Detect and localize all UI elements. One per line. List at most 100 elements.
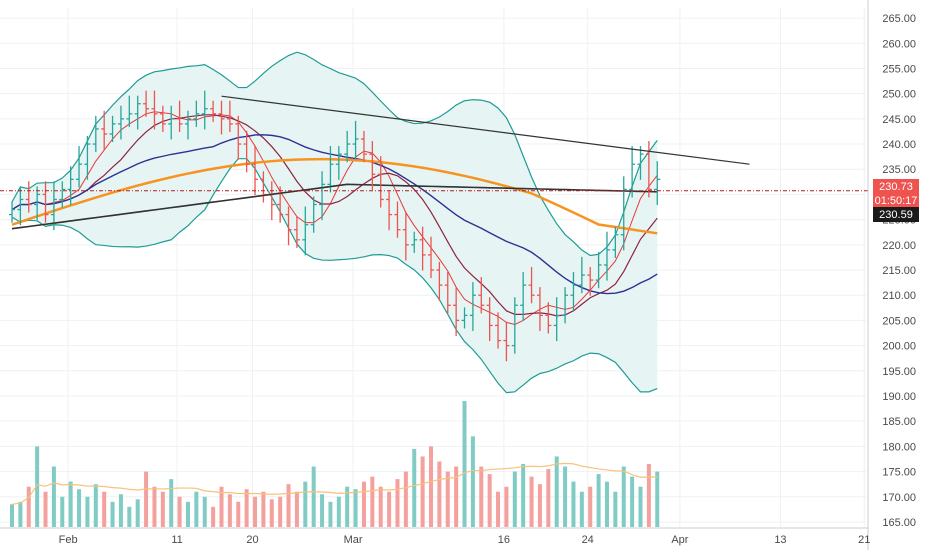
volume-bar <box>35 446 40 527</box>
bollinger-lower <box>11 158 658 394</box>
volume-bar <box>253 496 258 527</box>
volume-bar <box>470 436 475 527</box>
countdown-label: 01:50:17 <box>875 195 918 207</box>
volume-bar <box>479 466 484 527</box>
y-tick-label: 185.00 <box>882 416 916 428</box>
volume-bar <box>135 499 140 527</box>
volume-bar <box>219 486 224 527</box>
x-tick-label: 13 <box>774 534 786 546</box>
volume-bar <box>294 491 299 527</box>
volume-bar <box>487 474 492 527</box>
volume-bar <box>529 476 534 527</box>
y-tick-label: 200.00 <box>882 341 916 353</box>
ma-price-label-bg <box>873 207 919 222</box>
y-tick-label: 260.00 <box>882 38 916 50</box>
last-price-label: 230.73 <box>879 181 913 193</box>
volume-bar <box>261 491 266 527</box>
volume-bar <box>202 496 207 527</box>
volume-bar <box>646 464 651 527</box>
volume-bar <box>93 484 98 527</box>
drawings <box>0 95 868 230</box>
volume-bar <box>211 506 216 527</box>
x-tick-label: 21 <box>858 534 870 546</box>
volume-bar <box>110 501 115 527</box>
countdown-label-bg <box>873 193 919 207</box>
volume-bar <box>370 476 375 527</box>
volume-ma-line <box>11 462 658 505</box>
volume-bar <box>378 486 383 527</box>
volume-bar <box>521 464 526 527</box>
bollinger-fill <box>12 52 658 393</box>
y-tick-label: 250.00 <box>882 89 916 101</box>
bollinger-upper <box>11 51 658 257</box>
volume-bar <box>420 456 425 527</box>
volume-bar <box>177 496 182 527</box>
volume-bar <box>227 494 232 527</box>
volume-bar <box>102 491 107 527</box>
volume-bars <box>10 401 660 527</box>
volume-bar <box>60 496 65 527</box>
ma-mid-line <box>11 114 658 317</box>
volume-bar <box>563 466 568 527</box>
volume-bar <box>152 486 157 527</box>
volume-bar <box>554 456 559 527</box>
volume-bar <box>571 481 576 527</box>
volume-bar <box>403 471 408 527</box>
x-tick-label: Mar <box>344 534 363 546</box>
volume-bar <box>336 496 341 527</box>
volume-bar <box>236 501 241 527</box>
volume-bar <box>345 486 350 527</box>
ma-fast-line <box>11 111 658 325</box>
volume-bar <box>596 474 601 527</box>
volume-bar <box>68 481 73 527</box>
x-tick-label: 16 <box>498 534 510 546</box>
y-tick-label: 220.00 <box>882 240 916 252</box>
volume-bar <box>604 481 609 527</box>
y-tick-label: 180.00 <box>882 441 916 453</box>
volume-bar <box>512 471 517 527</box>
y-tick-label: 235.00 <box>882 164 916 176</box>
volume-bar <box>18 501 23 527</box>
volume-bar <box>429 446 433 527</box>
volume-bar <box>395 479 400 527</box>
volume-bar <box>43 491 48 527</box>
volume-bar <box>361 481 366 527</box>
y-tick-label: 195.00 <box>882 366 916 378</box>
volume-bar <box>320 494 325 527</box>
trendline-resistance <box>221 95 750 165</box>
volume-bar <box>638 486 643 527</box>
volume-bar <box>160 491 165 527</box>
volume-bar <box>127 506 132 527</box>
price-axis[interactable]: 165.00 170.00 175.00 180.00 185.00 190.00 195.… <box>867 0 916 550</box>
volume-bar <box>353 489 358 527</box>
volume-bar <box>278 496 283 527</box>
volume-bar <box>328 501 333 527</box>
y-tick-label: 215.00 <box>882 265 916 277</box>
volume-bar <box>269 499 274 527</box>
volume-bar <box>630 476 635 527</box>
x-tick-label: Feb <box>59 534 78 546</box>
y-tick-label: 210.00 <box>882 290 916 302</box>
volume-bar <box>496 491 501 527</box>
last-price-label-bg <box>873 179 919 194</box>
x-tick-label: 20 <box>246 534 258 546</box>
y-tick-label: 255.00 <box>882 63 916 75</box>
price-labels: 230.73 01:50:17 230.59 <box>873 179 919 222</box>
y-tick-label: 240.00 <box>882 139 916 151</box>
y-tick-label: 165.00 <box>882 517 916 529</box>
volume-bar <box>454 466 459 527</box>
volume-bar <box>546 469 551 527</box>
volume-bar <box>387 491 392 527</box>
ma-price-label: 230.59 <box>879 209 913 221</box>
volume-bar <box>194 491 199 527</box>
time-axis[interactable]: Feb 11 20 Mar 16 24 Apr 13 21 <box>0 527 870 546</box>
ma-slow-line <box>11 134 658 295</box>
bollinger-bands <box>11 51 658 394</box>
volume-bar <box>286 484 291 527</box>
volume-bar <box>244 489 249 527</box>
volume-bar <box>85 496 90 527</box>
volume-bar <box>621 466 626 527</box>
y-tick-label: 265.00 <box>882 13 916 25</box>
